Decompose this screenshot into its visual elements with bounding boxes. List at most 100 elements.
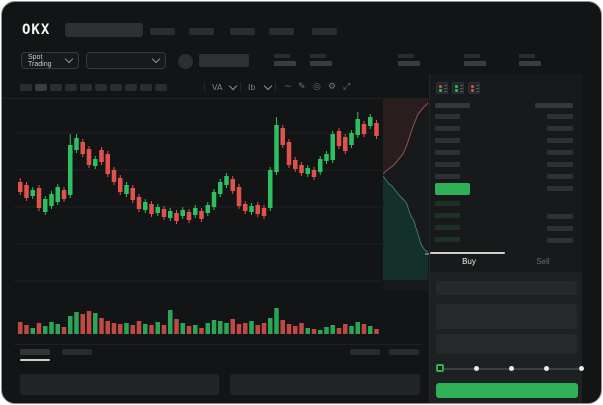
- overlay-dropdown[interactable]: Ib: [248, 83, 256, 92]
- candle-body: [355, 119, 360, 135]
- bottom-bar-action-placeholder[interactable]: [350, 349, 380, 355]
- settings-gear-icon[interactable]: ⚙: [328, 82, 337, 92]
- volume-bar: [261, 323, 267, 334]
- book-combined-view-button[interactable]: [436, 82, 448, 94]
- volume-bar: [186, 326, 192, 334]
- nav-item-placeholder[interactable]: [269, 28, 294, 35]
- ask-price-placeholder[interactable]: [435, 150, 460, 155]
- slider-stop-dot[interactable]: [544, 366, 549, 371]
- bid-price-placeholder[interactable]: [435, 213, 460, 218]
- bottom-tab-active-underline: [20, 359, 50, 361]
- draw-pencil-icon[interactable]: ✎: [298, 82, 306, 92]
- timeframe-pill[interactable]: [50, 84, 62, 91]
- candle-body: [86, 149, 92, 165]
- nav-item-placeholder[interactable]: [230, 28, 255, 35]
- volume-bar: [255, 325, 260, 334]
- nav-item-placeholder[interactable]: [150, 28, 175, 35]
- bid-amount-placeholder[interactable]: [547, 214, 573, 219]
- timeframe-pill[interactable]: [35, 84, 47, 91]
- candle-body: [311, 170, 317, 177]
- total-input[interactable]: [436, 334, 577, 354]
- volume-bar: [43, 326, 48, 334]
- chevron-down-icon[interactable]: [263, 81, 273, 91]
- stat-label-placeholder: [464, 54, 480, 58]
- timeframe-pill[interactable]: [125, 84, 137, 91]
- ask-price-placeholder[interactable]: [435, 114, 460, 119]
- book-asks-view-button[interactable]: [468, 82, 480, 94]
- line-wave-icon[interactable]: ~: [284, 82, 292, 92]
- candle-body: [118, 178, 123, 192]
- bottom-tab-placeholder[interactable]: [62, 349, 92, 355]
- market-type-selector[interactable]: Spot Trading: [21, 52, 79, 69]
- candle-body: [324, 154, 329, 161]
- nav-item-placeholder[interactable]: [312, 28, 337, 35]
- depth-asks-area: [383, 99, 428, 174]
- search-input[interactable]: [65, 23, 143, 37]
- ask-amount-placeholder[interactable]: [547, 114, 573, 119]
- indicator-dropdown[interactable]: VA: [212, 83, 223, 92]
- candle-body: [136, 197, 142, 209]
- last-price-highlight[interactable]: [435, 183, 470, 195]
- amount-input[interactable]: [436, 304, 577, 329]
- bottom-tab-placeholder[interactable]: [20, 349, 50, 355]
- bid-price-placeholder[interactable]: [435, 225, 460, 230]
- timeframe-pill[interactable]: [110, 84, 122, 91]
- fullscreen-icon[interactable]: ⤢: [343, 82, 351, 92]
- volume-bar: [18, 322, 23, 334]
- candle-body: [368, 117, 373, 126]
- price-input[interactable]: [436, 281, 577, 295]
- nav-item-placeholder[interactable]: [189, 28, 214, 35]
- candle-body: [243, 204, 248, 211]
- ask-amount-placeholder[interactable]: [547, 126, 573, 131]
- bid-price-placeholder[interactable]: [435, 237, 460, 242]
- coin-icon: [178, 54, 193, 69]
- volume-bar: [324, 327, 329, 334]
- candle-body: [36, 188, 42, 208]
- volume-bar: [268, 318, 273, 334]
- amount-slider-handle[interactable]: [436, 364, 444, 372]
- ask-amount-placeholder[interactable]: [547, 174, 573, 179]
- slider-stop-dot[interactable]: [509, 366, 514, 371]
- candle-body: [155, 207, 160, 213]
- timeframe-pill[interactable]: [155, 84, 167, 91]
- candle-body: [236, 187, 242, 206]
- timeframe-pill[interactable]: [65, 84, 77, 91]
- candlestick-chart[interactable]: [14, 99, 382, 342]
- tab-sell[interactable]: Sell: [536, 257, 550, 266]
- ask-price-placeholder[interactable]: [435, 126, 460, 131]
- volume-bar: [24, 325, 29, 334]
- stat-value-placeholder: [310, 61, 332, 66]
- last-price-placeholder: [199, 54, 249, 67]
- timeframe-pill[interactable]: [20, 84, 32, 91]
- ask-amount-placeholder[interactable]: [547, 138, 573, 143]
- slider-stop-dot[interactable]: [579, 366, 584, 371]
- timeframe-pill[interactable]: [80, 84, 92, 91]
- candle-body: [293, 160, 298, 169]
- bottom-bar-action-placeholder[interactable]: [389, 349, 419, 355]
- slider-stop-dot[interactable]: [474, 366, 479, 371]
- candle-body: [268, 170, 273, 208]
- timeframe-pill[interactable]: [140, 84, 152, 91]
- camera-icon[interactable]: ◎: [313, 82, 321, 92]
- candle-body: [374, 123, 379, 136]
- ask-price-placeholder[interactable]: [435, 162, 460, 167]
- candle-body: [168, 211, 173, 218]
- ask-price-placeholder[interactable]: [435, 174, 460, 179]
- chevron-down-icon[interactable]: [228, 81, 238, 91]
- timeframe-pill[interactable]: [95, 84, 107, 91]
- ask-amount-placeholder[interactable]: [547, 162, 573, 167]
- bid-amount-placeholder[interactable]: [547, 226, 573, 231]
- candle-body: [255, 205, 260, 214]
- pair-selector-dropdown[interactable]: [86, 52, 166, 69]
- bid-price-placeholder[interactable]: [435, 201, 460, 206]
- bid-amount-placeholder[interactable]: [547, 238, 573, 243]
- volume-bar: [286, 324, 292, 334]
- volume-bar: [330, 325, 335, 334]
- candle-body: [336, 131, 342, 146]
- ask-price-placeholder[interactable]: [435, 138, 460, 143]
- okx-logo[interactable]: OKX: [22, 22, 51, 38]
- tab-buy[interactable]: Buy: [462, 257, 476, 266]
- ask-amount-placeholder[interactable]: [547, 150, 573, 155]
- buy-submit-button[interactable]: [436, 383, 578, 398]
- book-bids-view-button[interactable]: [452, 82, 464, 94]
